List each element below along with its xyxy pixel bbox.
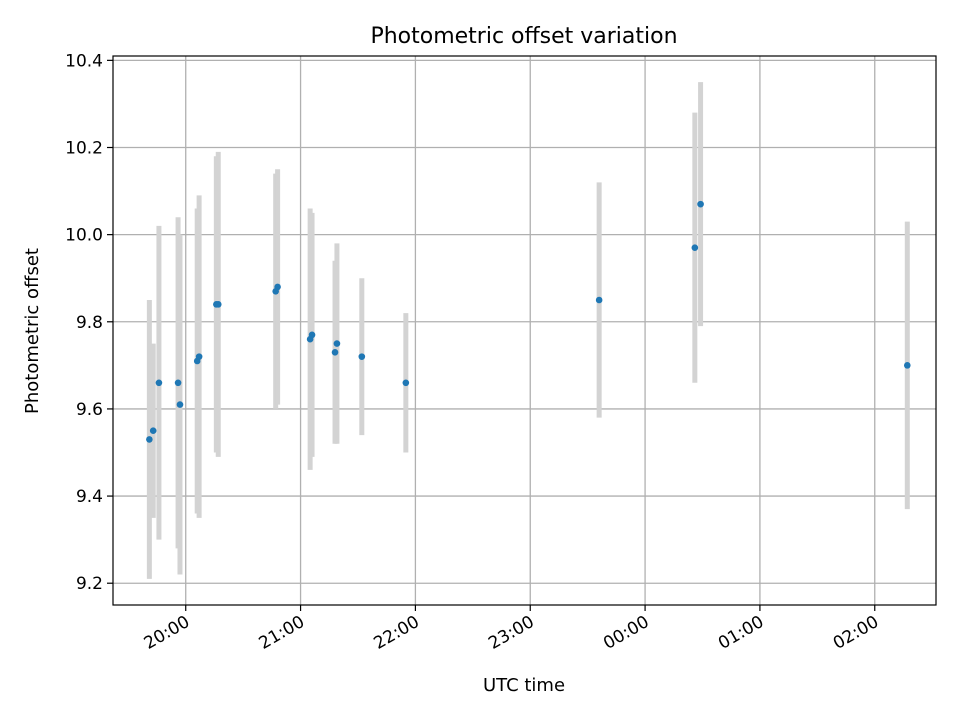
y-axis: 9.2 9.4 9.6 9.8 10.0 10.2 10.4 [65,51,113,594]
y-axis-label: Photometric offset [22,248,43,414]
data-point [691,244,699,252]
y-tick-label: 9.6 [76,400,103,420]
data-point [333,340,341,347]
data-points [146,200,911,443]
x-axis-label: UTC time [483,675,565,696]
y-tick-label: 9.4 [76,487,103,507]
data-point [331,348,339,356]
data-point [358,353,366,360]
data-point [402,379,410,387]
data-point [308,331,316,339]
plot-frame [112,55,937,606]
data-point [176,401,184,408]
data-point [174,379,182,387]
data-point [146,436,153,443]
data-point [149,427,157,435]
data-point [214,301,222,308]
grid [113,56,936,605]
y-tick-label: 9.2 [76,574,103,594]
data-point [697,200,704,208]
data-point [595,296,603,304]
y-tick-label: 9.8 [76,313,103,333]
y-tick-label: 10.4 [65,51,103,71]
data-point [155,379,163,387]
y-tick-label: 10.2 [65,139,103,159]
data-point [903,362,911,369]
data-point [274,283,281,291]
data-point [195,353,203,360]
y-tick-label: 10.0 [65,226,103,246]
chart-title: Photometric offset variation [370,24,677,49]
